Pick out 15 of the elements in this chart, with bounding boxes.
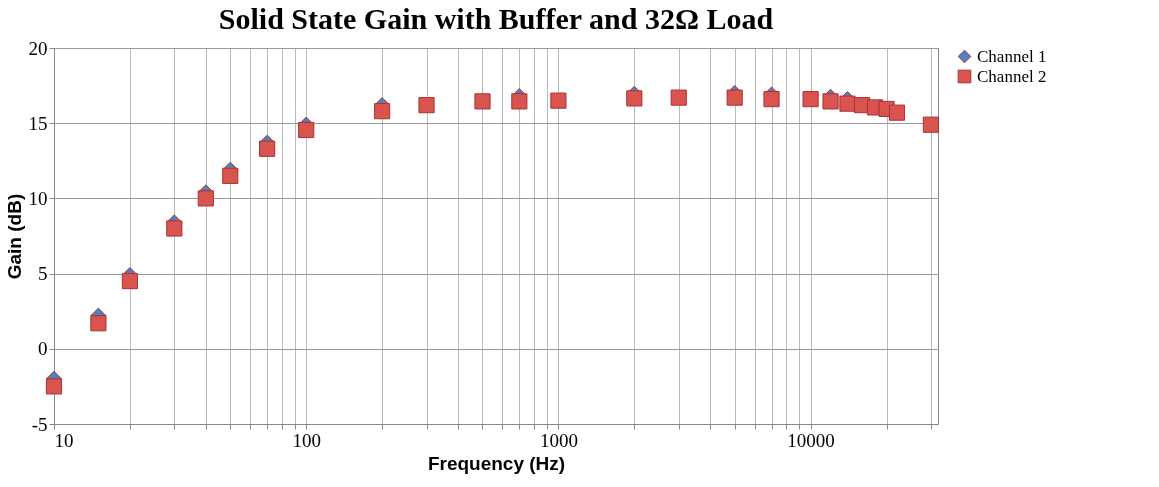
y-tick-label: 10: [28, 187, 48, 209]
chart-title: Solid State Gain with Buffer and 32Ω Load: [218, 2, 774, 35]
x-tick-label: 10: [54, 429, 74, 451]
y-tick-label: 20: [28, 37, 48, 59]
legend-label: Channel 1: [977, 46, 1047, 66]
y-tick-label: -5: [31, 413, 48, 435]
legend-label: Channel 2: [977, 66, 1047, 86]
x-tick-label: 10000: [787, 429, 835, 451]
x-tick-label: 100: [292, 429, 321, 451]
y-axis-title: Gain (dB): [3, 193, 25, 280]
y-tick-label: 5: [38, 263, 48, 285]
x-tick-label: 1000: [539, 429, 578, 451]
y-tick-label: 15: [28, 112, 48, 134]
y-tick-label: 0: [38, 338, 48, 360]
x-axis-title: Frequency (Hz): [427, 452, 566, 474]
